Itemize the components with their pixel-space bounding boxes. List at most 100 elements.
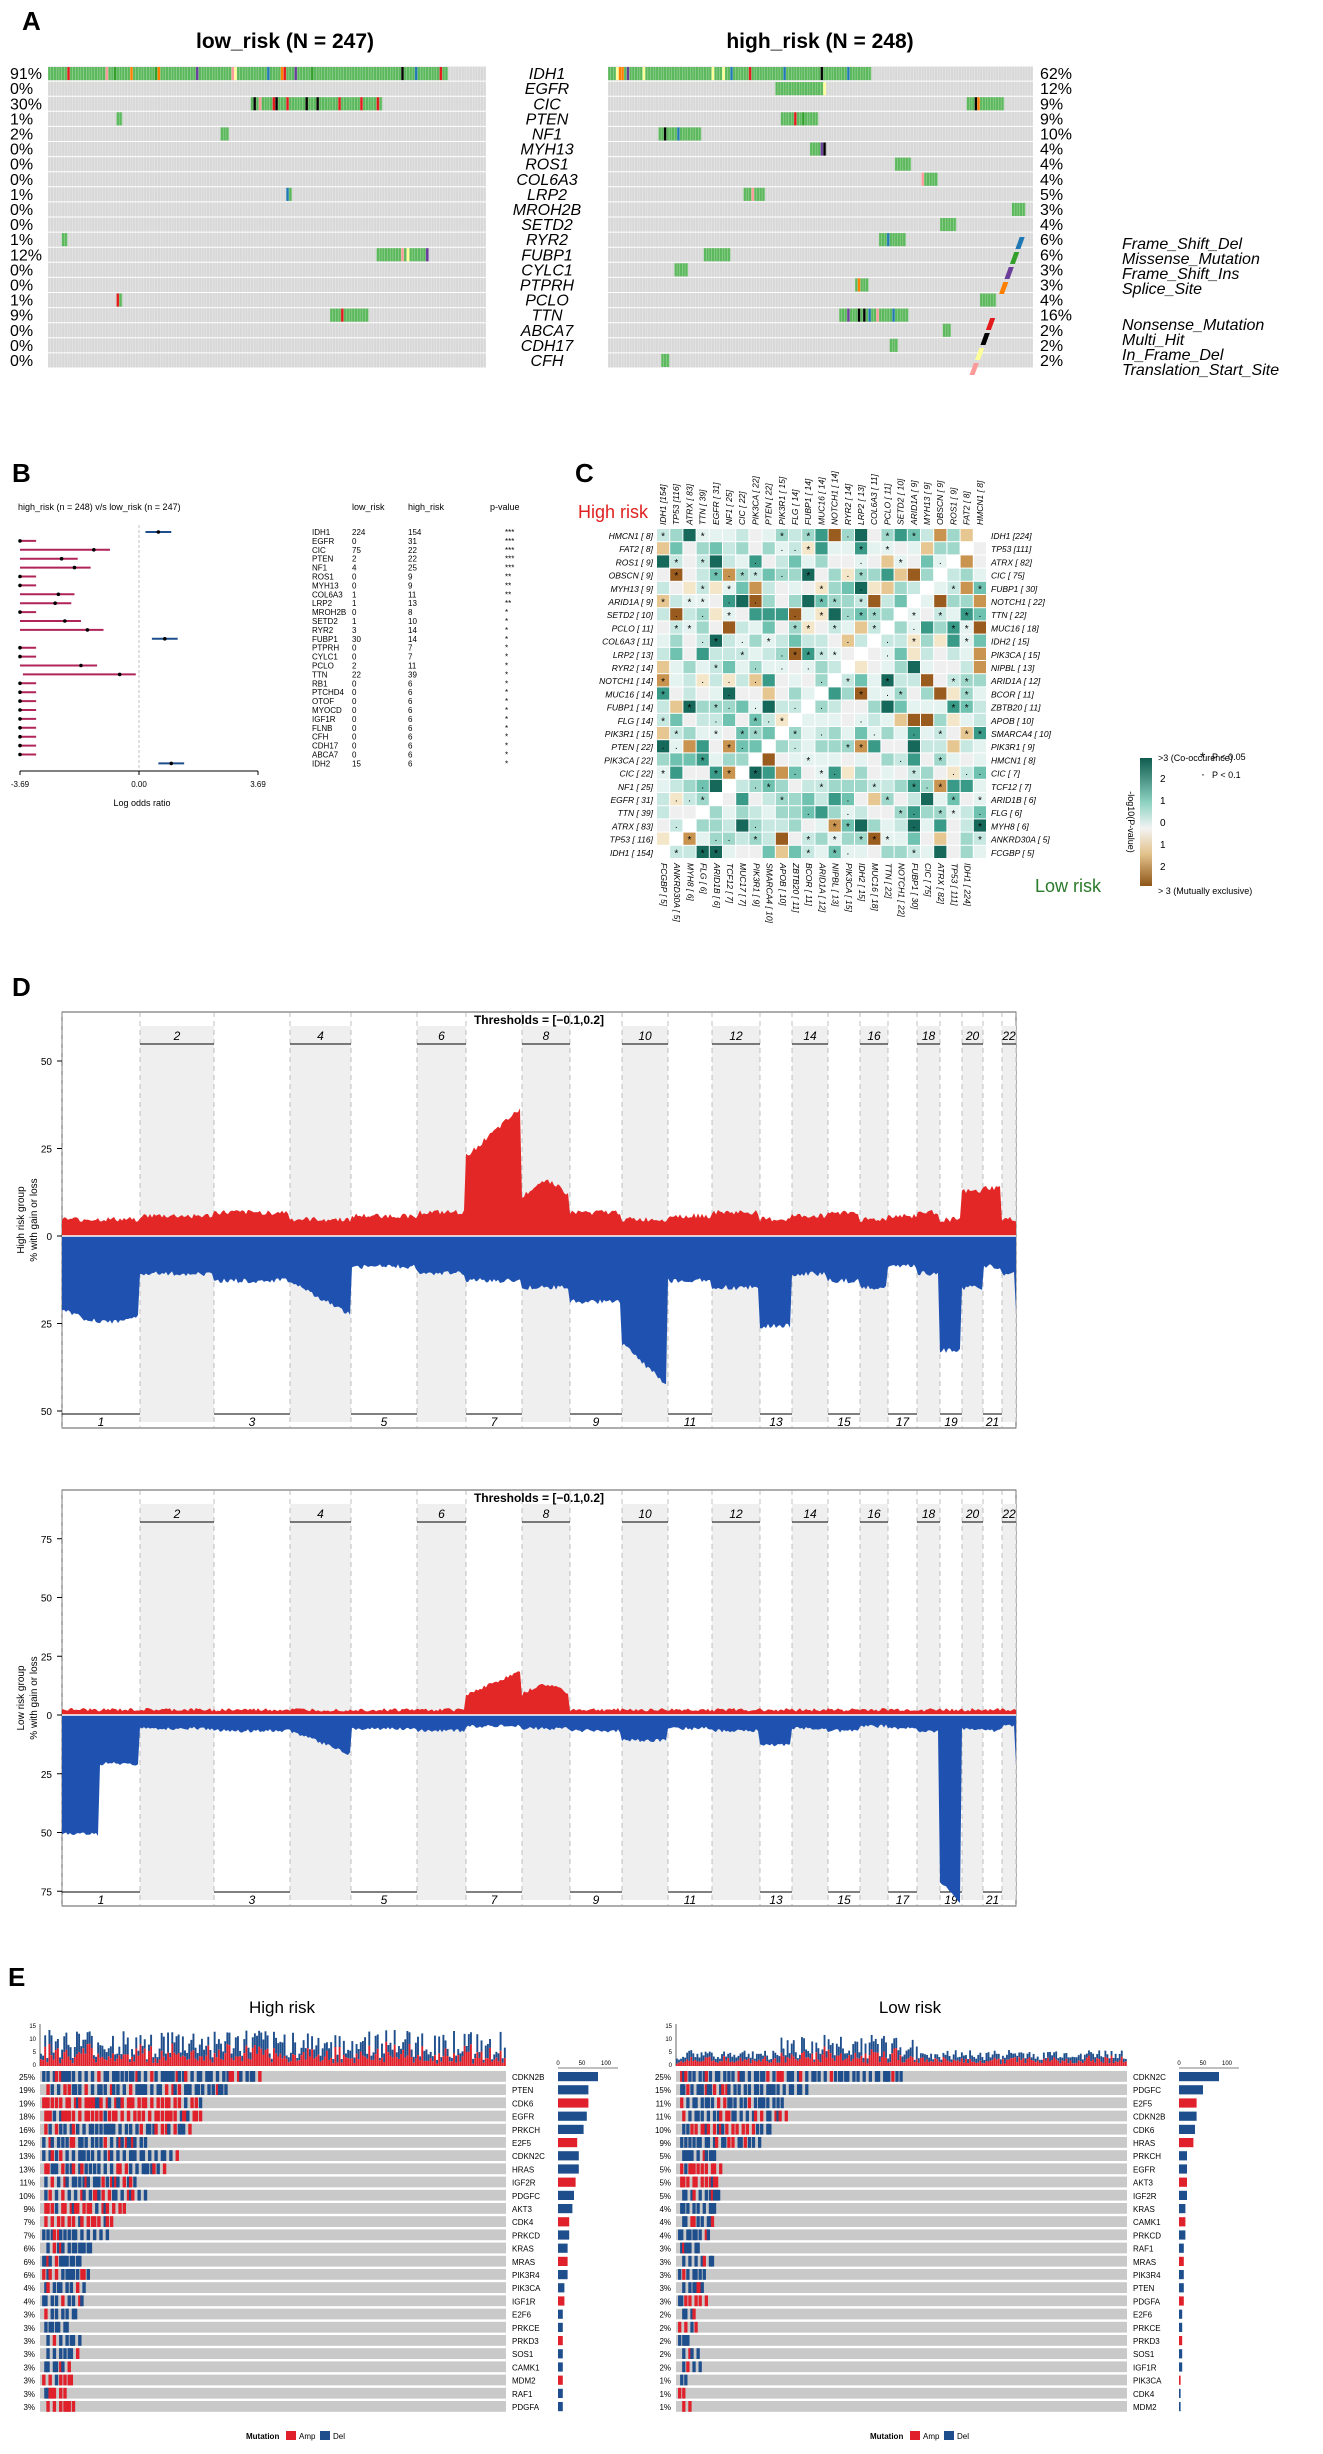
forest-low-count: 0 bbox=[352, 742, 357, 751]
cnv-y-tick-label: 50 bbox=[41, 1829, 53, 1840]
cnv-cell bbox=[63, 2321, 67, 2333]
cnv-count-side-bar bbox=[558, 2151, 579, 2161]
cnv-cell bbox=[97, 2176, 101, 2188]
cnv-count-bar-amp bbox=[778, 2062, 781, 2066]
cnv-count-bar-amp bbox=[907, 2058, 910, 2066]
interaction-cell bbox=[749, 542, 762, 555]
interaction-significance-mark: · bbox=[780, 545, 783, 556]
oncoplot-cell bbox=[190, 67, 194, 81]
interaction-cell bbox=[709, 819, 722, 832]
interaction-cell bbox=[736, 819, 749, 832]
cnv-cell bbox=[103, 2216, 107, 2227]
cnv-count-bar-amp bbox=[59, 2063, 61, 2066]
cnv-count-bar-amp bbox=[1081, 2063, 1084, 2066]
oncoplot-cell bbox=[267, 97, 271, 111]
interaction-cell bbox=[934, 595, 947, 608]
cnv-count-bar-amp bbox=[776, 2062, 779, 2066]
oncoplot-cell bbox=[78, 67, 82, 81]
interaction-cell bbox=[815, 661, 828, 674]
interaction-significance-mark: * bbox=[688, 703, 692, 714]
interaction-left-label: FAT2 [ 8] bbox=[619, 544, 653, 554]
oncoplot-cell bbox=[756, 67, 760, 81]
interaction-significance-mark: * bbox=[820, 782, 824, 793]
cnv-row-background bbox=[40, 2282, 506, 2293]
cnv-count-bar-del bbox=[370, 2055, 373, 2060]
cnv-count-bar-amp bbox=[234, 2056, 237, 2066]
oncoplot-cell bbox=[275, 97, 279, 111]
interaction-cell bbox=[696, 661, 709, 674]
forest-high-count: 8 bbox=[408, 608, 413, 617]
oncoplot-gene-label: ROS1 bbox=[525, 157, 569, 174]
cnv-cell bbox=[42, 2137, 46, 2148]
interaction-significance-mark: · bbox=[846, 809, 849, 820]
cnv-cell bbox=[54, 2295, 59, 2307]
cnv-cell bbox=[678, 2387, 682, 2399]
oncoplot-cell bbox=[89, 67, 93, 81]
interaction-cell bbox=[934, 647, 947, 660]
oncoplot-low-pct: 0% bbox=[10, 217, 33, 234]
cnv-cell bbox=[78, 2097, 82, 2109]
cnv-cell bbox=[109, 2137, 114, 2148]
cnv-legend-amp: Amp bbox=[299, 2432, 316, 2441]
cnv-cell bbox=[694, 2110, 698, 2122]
cnv-cell bbox=[684, 2216, 688, 2227]
cnv-cell bbox=[682, 2308, 686, 2320]
cnv-count-bar-amp bbox=[1122, 2062, 1125, 2066]
interaction-significance-mark: · bbox=[675, 611, 678, 622]
chr-label-odd: 11 bbox=[684, 1415, 696, 1429]
cnv-count-bar-del bbox=[714, 2058, 717, 2063]
oncoplot-cell bbox=[894, 157, 898, 171]
cnv-row-background bbox=[676, 2374, 1127, 2386]
cnv-count-bar-del bbox=[954, 2050, 957, 2061]
oncoplot-cell bbox=[754, 67, 758, 81]
cnv-cell bbox=[684, 2321, 688, 2333]
oncoplot-cell bbox=[340, 308, 344, 322]
cnv-count-bar-del bbox=[480, 2040, 483, 2052]
interaction-cell bbox=[934, 608, 947, 621]
cnv-y-tick-label: 75 bbox=[41, 1887, 53, 1898]
oncoplot-cell bbox=[313, 97, 317, 111]
interaction-cell bbox=[709, 687, 722, 700]
cnv-cell bbox=[154, 2071, 158, 2082]
interaction-cell bbox=[960, 845, 973, 858]
cnv-cell bbox=[874, 2071, 879, 2082]
cnv-row-gene: AKT3 bbox=[512, 2205, 533, 2214]
cnv-count-bar-amp bbox=[469, 2044, 472, 2066]
interaction-cell bbox=[815, 753, 828, 766]
cnv-count-bar-amp bbox=[1051, 2060, 1053, 2066]
cnv-cell bbox=[692, 2361, 696, 2373]
cnv-count-bar-del bbox=[1096, 2054, 1099, 2059]
chr-label-odd: 9 bbox=[593, 1893, 600, 1907]
cnv-count-bar-del bbox=[347, 2049, 350, 2059]
cnv-count-bar-amp bbox=[476, 2052, 479, 2066]
oncoplot-cell bbox=[653, 67, 657, 81]
forest-low-count: 0 bbox=[352, 697, 357, 706]
oncoplot-cell bbox=[615, 67, 619, 81]
cnv-cell bbox=[895, 2071, 899, 2082]
oncoplot-cell bbox=[793, 67, 797, 81]
interaction-significance-mark: · bbox=[661, 743, 664, 754]
cnv-row-gene: IGF2R bbox=[1133, 2192, 1157, 2201]
forest-tick-label: 3.69 bbox=[250, 780, 266, 789]
oncoplot-cell bbox=[892, 233, 896, 247]
forest-low-count: 1 bbox=[352, 617, 357, 626]
oncoplot-cell bbox=[228, 67, 232, 81]
cnv-cell bbox=[741, 2071, 745, 2082]
interaction-significance-mark: · bbox=[741, 743, 744, 754]
cnv-cell bbox=[71, 2084, 76, 2095]
cnv-count-bar-amp bbox=[192, 2050, 195, 2066]
cnv-count-bar-amp bbox=[858, 2058, 861, 2066]
cnv-cell bbox=[696, 2150, 700, 2161]
cnv-cell bbox=[59, 2348, 63, 2359]
cnv-cell bbox=[84, 2176, 88, 2188]
interaction-cell bbox=[881, 740, 894, 753]
interaction-cell bbox=[657, 568, 670, 581]
cnv-legend-amp-swatch bbox=[286, 2431, 296, 2440]
interaction-cell bbox=[709, 621, 722, 634]
cnv-count-bar-del bbox=[952, 2054, 955, 2060]
cnv-count-tick: 0 bbox=[33, 2063, 37, 2069]
cnv-count-bar-del bbox=[821, 2049, 824, 2055]
interaction-cell bbox=[907, 766, 920, 779]
cnv-count-bar-amp bbox=[198, 2056, 201, 2066]
cnv-row-background bbox=[676, 2308, 1127, 2320]
